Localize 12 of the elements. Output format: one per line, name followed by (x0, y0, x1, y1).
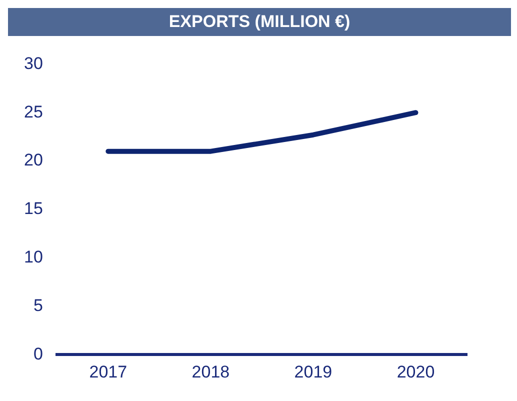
y-tick-label: 15 (24, 199, 43, 218)
y-tick-label: 20 (24, 150, 43, 170)
x-tick-label: 2020 (396, 362, 435, 382)
y-tick-label: 0 (33, 344, 43, 364)
x-tick-label: 2018 (192, 362, 230, 382)
y-tick-label: 10 (24, 247, 43, 266)
x-tick-label: 2019 (294, 362, 332, 382)
y-tick-label: 30 (24, 54, 43, 73)
y-tick-label: 5 (33, 296, 43, 315)
x-tick-label: 2017 (89, 362, 128, 382)
y-tick-label: 25 (24, 102, 43, 122)
chart-title: EXPORTS (MILLION €) (8, 8, 511, 36)
